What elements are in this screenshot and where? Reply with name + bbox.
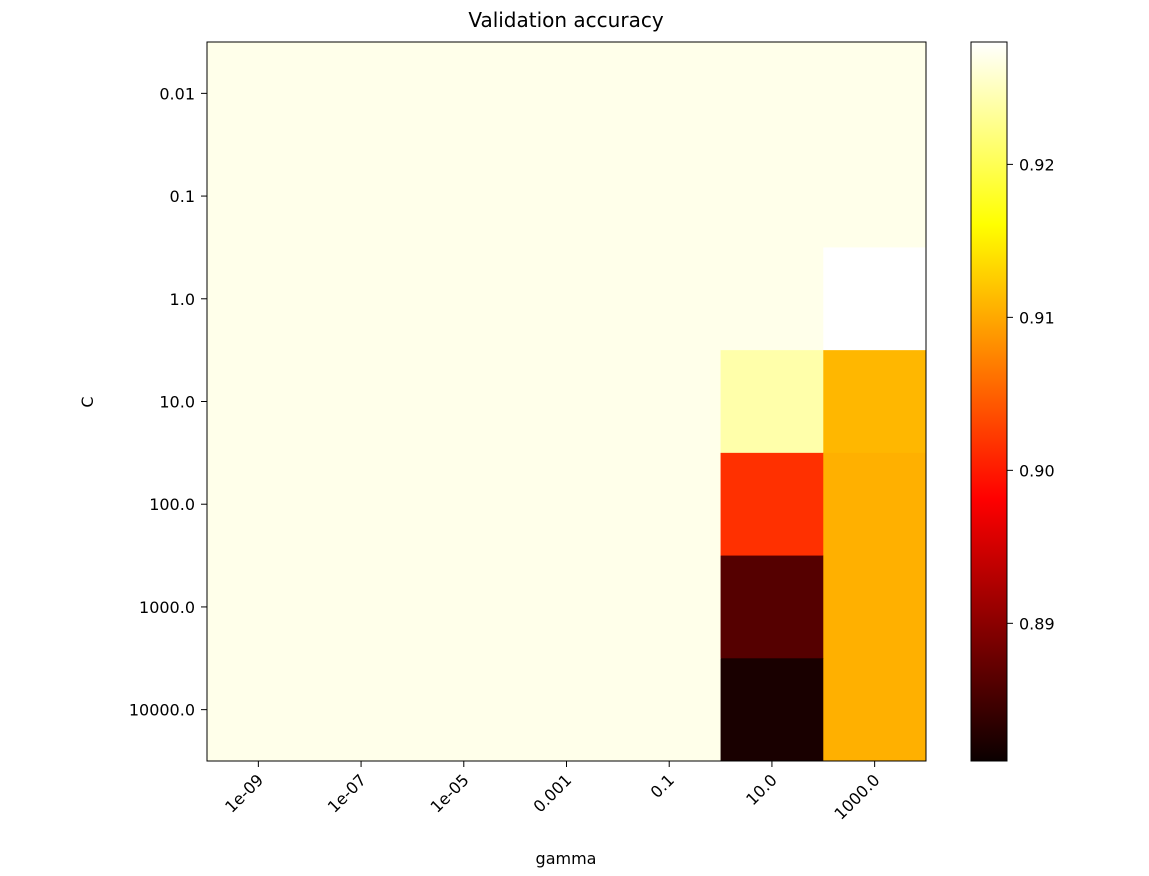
- heatmap-cell: [720, 350, 824, 454]
- x-tick-label: 1e-07: [324, 770, 370, 816]
- y-tick-label: 10000.0: [129, 701, 195, 720]
- heatmap-cell: [515, 144, 619, 248]
- heatmap-cell: [515, 350, 619, 454]
- heatmap-cell: [515, 452, 619, 557]
- colorbar-ticks: 0.89 0.90 0.91 0.92: [1007, 155, 1055, 633]
- heatmap-cell: [617, 144, 722, 248]
- y-tick-label: 100.0: [149, 495, 195, 514]
- heatmap-cell: [309, 658, 413, 762]
- heatmap-cells: [207, 42, 927, 762]
- heatmap-cell: [515, 247, 619, 351]
- heatmap-cell: [412, 350, 516, 454]
- y-axis-label: C: [78, 396, 97, 407]
- heatmap-cell: [207, 144, 311, 248]
- heatmap-cell: [207, 42, 311, 146]
- heatmap-cell: [309, 452, 413, 557]
- x-tick-label: 1000.0: [830, 770, 883, 823]
- heatmap-cell: [207, 247, 311, 351]
- heatmap-cell: [823, 144, 927, 248]
- heatmap-cell: [515, 658, 619, 762]
- heatmap-cell: [515, 42, 619, 146]
- y-axis: 0.01 0.1 1.0 10.0 100.0 1000.0 10000.0: [129, 84, 207, 720]
- y-tick-label: 0.01: [159, 84, 195, 103]
- heatmap-cell: [207, 658, 311, 762]
- heatmap-cell: [720, 555, 824, 659]
- heatmap-cell: [412, 658, 516, 762]
- heatmap-cell: [207, 555, 311, 659]
- heatmap-cell: [309, 144, 413, 248]
- colorbar-tick-label: 0.90: [1019, 461, 1055, 480]
- heatmap-cell: [823, 42, 927, 146]
- x-axis-label: gamma: [536, 849, 597, 868]
- y-tick-label: 1.0: [170, 290, 195, 309]
- heatmap-cell: [617, 247, 722, 351]
- heatmap-cell: [617, 350, 722, 454]
- heatmap-cell: [823, 452, 927, 557]
- heatmap-cell: [309, 350, 413, 454]
- heatmap-cell: [823, 247, 927, 351]
- heatmap-cell: [309, 247, 413, 351]
- heatmap-cell: [720, 658, 824, 762]
- heatmap-cell: [720, 42, 824, 146]
- heatmap-cell: [720, 144, 824, 248]
- colorbar-tick-label: 0.92: [1019, 155, 1055, 174]
- chart-title: Validation accuracy: [468, 8, 664, 32]
- heatmap-cell: [823, 555, 927, 659]
- heatmap-cell: [515, 555, 619, 659]
- heatmap-cell: [412, 247, 516, 351]
- heatmap-cell: [412, 452, 516, 557]
- x-axis: 1e-09 1e-07 1e-05 0.001 0.1 10.0 1000.0: [221, 761, 883, 823]
- colorbar: [970, 41, 1008, 762]
- heatmap-cell: [617, 555, 722, 659]
- heatmap-cell: [207, 350, 311, 454]
- x-tick-label: 1e-09: [221, 770, 267, 816]
- y-tick-label: 1000.0: [139, 598, 195, 617]
- x-tick-label: 1e-05: [427, 770, 473, 816]
- heatmap-cell: [617, 452, 722, 557]
- colorbar-tick-label: 0.89: [1019, 614, 1055, 633]
- colorbar-tick-label: 0.91: [1019, 308, 1055, 327]
- heatmap-cell: [309, 555, 413, 659]
- heatmap-cell: [412, 555, 516, 659]
- heatmap-cell: [412, 144, 516, 248]
- heatmap-cell: [720, 452, 824, 557]
- heatmap-cell: [207, 452, 311, 557]
- heatmap-cell: [720, 247, 824, 351]
- x-tick-label: 0.001: [529, 770, 575, 816]
- y-tick-label: 0.1: [170, 187, 195, 206]
- heatmap-cell: [309, 42, 413, 146]
- x-tick-label: 10.0: [742, 770, 781, 809]
- heatmap-cell: [823, 658, 927, 762]
- heatmap-cell: [617, 42, 722, 146]
- heatmap-cell: [412, 42, 516, 146]
- heatmap-cell: [823, 350, 927, 454]
- heatmap-cell: [617, 658, 722, 762]
- x-tick-label: 0.1: [647, 770, 678, 801]
- y-tick-label: 10.0: [159, 393, 195, 412]
